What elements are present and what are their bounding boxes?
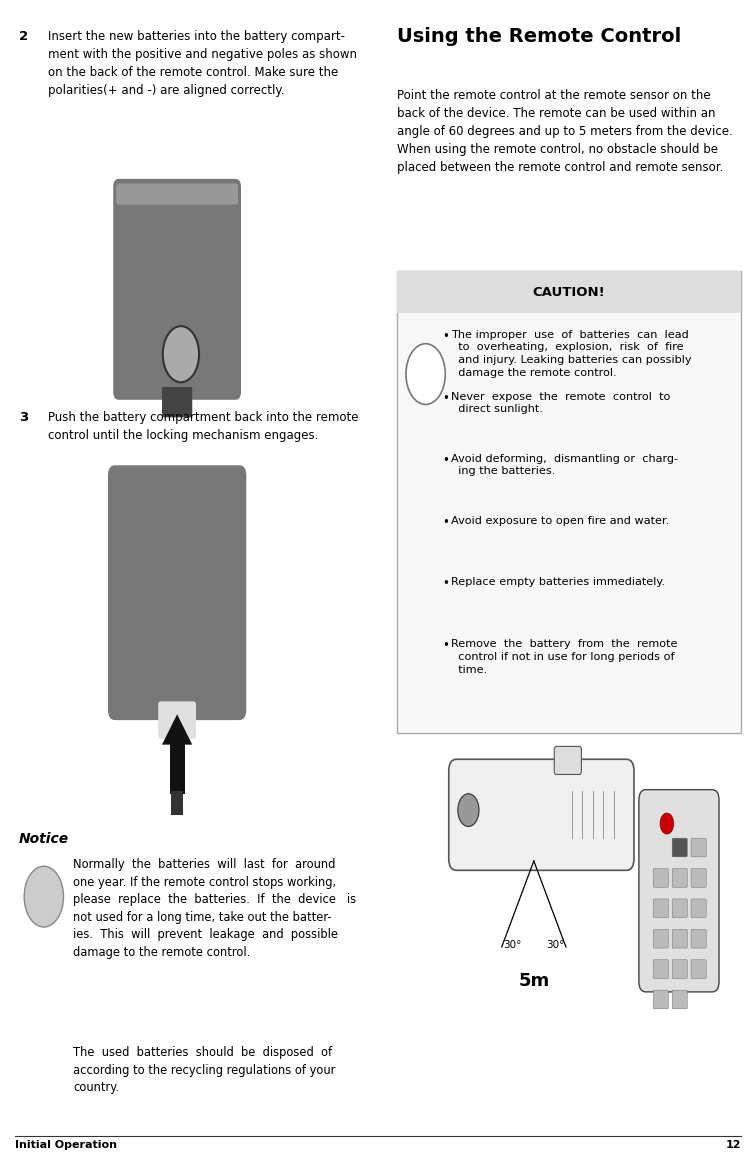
FancyBboxPatch shape (672, 960, 687, 978)
Text: The improper  use  of  batteries  can  lead
  to  overheating,  explosion,  risk: The improper use of batteries can lead t… (451, 330, 692, 378)
Text: •: • (442, 330, 449, 343)
FancyBboxPatch shape (672, 869, 687, 887)
FancyBboxPatch shape (653, 990, 668, 1009)
FancyBboxPatch shape (653, 899, 668, 918)
FancyBboxPatch shape (691, 899, 706, 918)
Text: Point the remote control at the remote sensor on the
back of the device. The rem: Point the remote control at the remote s… (397, 89, 733, 174)
FancyBboxPatch shape (672, 899, 687, 918)
Text: 5m: 5m (518, 973, 550, 990)
Text: +: + (172, 333, 190, 354)
FancyBboxPatch shape (162, 387, 192, 417)
FancyBboxPatch shape (639, 790, 719, 991)
FancyBboxPatch shape (672, 929, 687, 948)
FancyBboxPatch shape (653, 929, 668, 948)
Text: !: ! (422, 354, 429, 373)
FancyBboxPatch shape (672, 990, 687, 1009)
FancyBboxPatch shape (691, 929, 706, 948)
Circle shape (660, 814, 674, 835)
Text: 30°: 30° (546, 940, 564, 950)
FancyBboxPatch shape (672, 838, 687, 857)
Text: Remove  the  battery  from  the  remote
  control if not in use for long periods: Remove the battery from the remote contr… (451, 639, 678, 675)
Text: 12: 12 (725, 1140, 741, 1150)
Text: Normally  the  batteries  will  last  for  around
one year. If the remote contro: Normally the batteries will last for aro… (73, 858, 357, 959)
FancyBboxPatch shape (691, 838, 706, 857)
Text: •: • (442, 392, 449, 404)
FancyBboxPatch shape (108, 465, 246, 720)
Text: i: i (42, 880, 46, 894)
FancyBboxPatch shape (116, 184, 238, 205)
FancyBboxPatch shape (449, 760, 634, 870)
Text: 30°: 30° (503, 940, 522, 950)
Text: Insert the new batteries into the battery compart-
ment with the positive and ne: Insert the new batteries into the batter… (48, 30, 357, 97)
Text: •: • (442, 639, 449, 652)
Text: Avoid exposure to open fire and water.: Avoid exposure to open fire and water. (451, 516, 670, 526)
Text: Replace empty batteries immediately.: Replace empty batteries immediately. (451, 577, 665, 588)
FancyBboxPatch shape (158, 701, 196, 739)
Text: Push the battery compartment back into the remote
control until the locking mech: Push the battery compartment back into t… (48, 411, 358, 443)
Text: Using the Remote Control: Using the Remote Control (397, 27, 681, 46)
Text: 2: 2 (19, 30, 28, 43)
Circle shape (458, 794, 479, 826)
FancyBboxPatch shape (397, 271, 741, 733)
Text: •: • (442, 454, 449, 466)
Text: •: • (442, 516, 449, 528)
Text: The  used  batteries  should  be  disposed  of
according to the recycling regula: The used batteries should be disposed of… (73, 1046, 336, 1094)
Text: Avoid deforming,  dismantling or  charg-
  ing the batteries.: Avoid deforming, dismantling or charg- i… (451, 454, 678, 476)
FancyBboxPatch shape (113, 179, 241, 400)
Bar (169, 741, 184, 794)
Circle shape (406, 344, 445, 404)
Text: 3: 3 (19, 411, 28, 424)
Text: Initial Operation: Initial Operation (15, 1140, 117, 1150)
Text: CAUTION!: CAUTION! (532, 285, 606, 299)
FancyBboxPatch shape (653, 960, 668, 978)
FancyBboxPatch shape (691, 869, 706, 887)
Text: •: • (442, 577, 449, 590)
Bar (171, 791, 183, 815)
Polygon shape (162, 714, 192, 745)
FancyBboxPatch shape (397, 271, 741, 313)
FancyBboxPatch shape (653, 869, 668, 887)
Circle shape (163, 326, 199, 382)
FancyBboxPatch shape (554, 747, 581, 775)
Text: Never  expose  the  remote  control  to
  direct sunlight.: Never expose the remote control to direc… (451, 392, 671, 414)
Text: Notice: Notice (19, 832, 69, 846)
FancyBboxPatch shape (691, 960, 706, 978)
Circle shape (24, 866, 64, 927)
